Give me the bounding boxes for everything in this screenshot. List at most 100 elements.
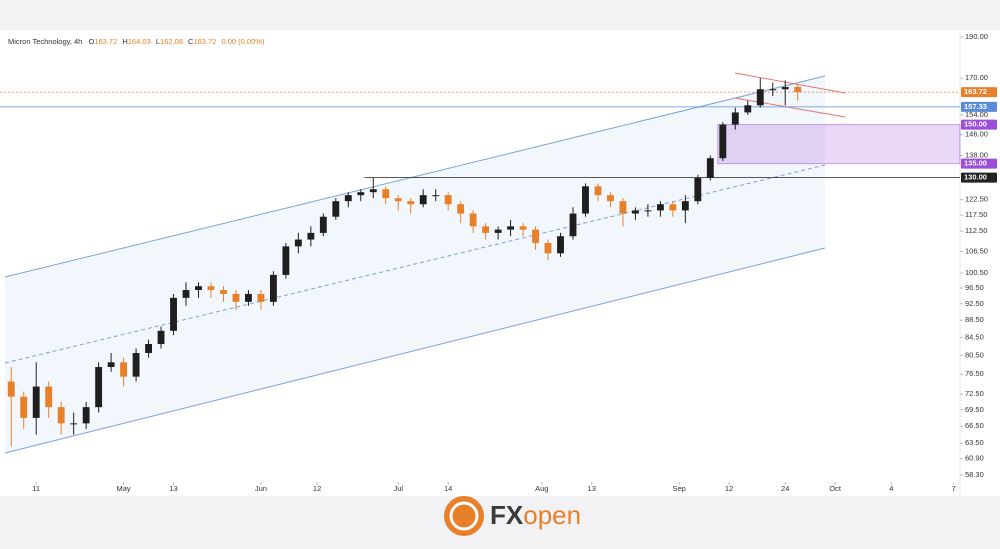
- x-tick-label: Sep: [672, 484, 685, 493]
- candle-body: [519, 226, 527, 230]
- y-tick-label: 190.00: [965, 32, 988, 41]
- price-tag: [961, 87, 997, 98]
- candle-body: [7, 381, 15, 397]
- legend-header: Micron Technology, 4h O163.72 H164.03 L1…: [8, 37, 265, 46]
- y-tick-label: 63.50: [965, 438, 984, 447]
- x-tick-label: 4: [889, 484, 893, 493]
- y-tick-label: 112.50: [965, 226, 987, 235]
- candle-body: [319, 216, 327, 233]
- candle-body: [781, 87, 789, 90]
- candle-body: [744, 105, 752, 113]
- price-tag-label: 157.33: [964, 102, 987, 111]
- price-tag-label: 130.00: [964, 173, 987, 182]
- candle-body: [756, 89, 764, 106]
- candle-body: [656, 204, 664, 211]
- candle-body: [607, 195, 614, 202]
- x-tick-label: 7: [952, 484, 956, 493]
- x-tick-label: 12: [313, 484, 321, 493]
- y-tick-label: 154.00: [965, 110, 988, 119]
- candle-body: [769, 89, 777, 91]
- brand-fx: FX: [490, 500, 524, 530]
- brand-open: open: [523, 500, 581, 530]
- candle-body: [157, 330, 165, 344]
- candle-body: [619, 201, 627, 214]
- candle-body: [220, 290, 227, 294]
- candle-body: [731, 112, 739, 125]
- candle-body: [369, 189, 377, 193]
- change: 0.00 (0.00%): [222, 37, 265, 46]
- candle-body: [444, 195, 452, 205]
- channel-upper: [4, 75, 826, 278]
- ohlc-key: O: [88, 37, 94, 46]
- ohlc-value: 162.08: [160, 37, 183, 46]
- price-tag-label: 163.72: [964, 87, 987, 96]
- y-tick-label: 72.50: [965, 389, 984, 398]
- candle-body: [394, 198, 402, 202]
- plot: 190.00 170.00 154.00 146.00 138.00 122.50 117.…: [0, 32, 997, 493]
- y-tick-label: 96.50: [965, 283, 984, 292]
- y-tick-label: 84.50: [965, 332, 984, 341]
- candle-body: [107, 362, 115, 368]
- candle-body: [195, 286, 202, 291]
- candle-body: [557, 236, 564, 254]
- candle-body: [307, 232, 315, 240]
- x-tick-label: Oct: [829, 484, 842, 493]
- y-tick-label: 100.50: [965, 268, 988, 277]
- candle-body: [32, 386, 40, 418]
- y-tick-label: 117.50: [965, 210, 987, 219]
- price-tag: [961, 119, 997, 130]
- candle-body: [582, 186, 589, 214]
- candle-body: [507, 226, 515, 230]
- y-tick-label: 66.50: [965, 421, 984, 430]
- y-tick-label: 76.50: [965, 369, 984, 378]
- candle-body: [269, 274, 277, 302]
- price-tag: [961, 172, 997, 183]
- y-tick-label: 146.00: [965, 130, 988, 139]
- candle-body: [694, 177, 702, 202]
- candle-body: [457, 204, 465, 214]
- candle-body: [344, 195, 352, 202]
- price-tag: [961, 158, 997, 169]
- ohlc-value: 163.72: [193, 37, 216, 46]
- brand: FXopen: [490, 500, 581, 530]
- channel-middle: [4, 164, 826, 364]
- candle-body: [257, 293, 265, 302]
- candle-body: [332, 201, 340, 217]
- candle-body: [482, 226, 490, 233]
- candle-body: [794, 87, 802, 93]
- y-tick-label: 80.50: [965, 350, 984, 359]
- y-tick-label: 60.90: [965, 454, 984, 463]
- price-tag: [961, 101, 997, 112]
- y-tick-label: 122.50: [965, 195, 988, 204]
- price-tag-label: 150.00: [964, 120, 987, 129]
- x-tick-label: Jun: [255, 484, 267, 493]
- y-tick-label: 88.50: [965, 315, 984, 324]
- price-tag-label: 135.00: [964, 159, 987, 168]
- y-tick-label: 69.50: [965, 405, 984, 414]
- candle-body: [232, 293, 240, 302]
- candle-body: [294, 239, 302, 247]
- candle-body: [706, 158, 714, 178]
- x-tick-label: May: [117, 484, 131, 493]
- supply-zone: [717, 124, 961, 165]
- candle-body: [544, 242, 552, 254]
- candle-body: [469, 213, 477, 227]
- candle-body: [494, 229, 502, 233]
- candle-body: [407, 201, 415, 205]
- x-tick-label: 13: [588, 484, 596, 493]
- ohlc-key: H: [122, 37, 127, 46]
- candle-body: [569, 213, 577, 237]
- candle-body: [594, 186, 602, 196]
- channel-lower: [4, 247, 826, 454]
- candle-body: [70, 423, 78, 425]
- candle-body: [631, 210, 639, 214]
- y-tick-label: 92.50: [965, 299, 984, 308]
- x-tick-label: 13: [169, 484, 177, 493]
- candle-body: [95, 367, 103, 408]
- ohlc-value: 163.72: [94, 37, 117, 46]
- candle-body: [207, 286, 215, 291]
- x-tick-label: 24: [781, 484, 789, 493]
- candle-body: [182, 290, 190, 298]
- candle-body: [532, 229, 539, 243]
